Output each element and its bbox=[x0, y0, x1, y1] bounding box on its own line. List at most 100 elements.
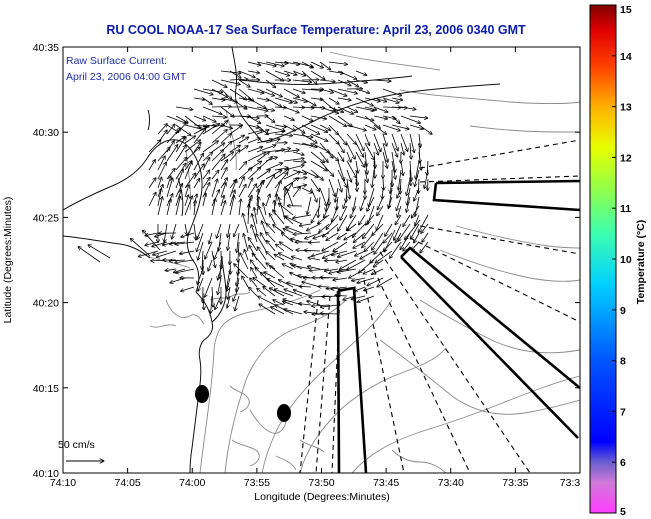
current-vector bbox=[301, 107, 314, 108]
current-vector bbox=[403, 241, 411, 251]
current-vector bbox=[319, 124, 331, 130]
current-vector bbox=[236, 268, 240, 286]
current-vector bbox=[346, 160, 357, 178]
current-vector bbox=[156, 250, 177, 257]
x-tick-label: 73:3 bbox=[560, 477, 581, 489]
current-vector bbox=[415, 196, 420, 216]
current-vector bbox=[293, 290, 312, 297]
current-vector bbox=[310, 169, 323, 180]
current-vector bbox=[310, 133, 328, 141]
current-vector bbox=[278, 280, 294, 288]
current-vector bbox=[344, 232, 357, 240]
current-vector bbox=[247, 106, 268, 111]
plot-area bbox=[63, 47, 580, 473]
current-vector bbox=[237, 232, 240, 253]
current-vector bbox=[257, 247, 267, 261]
current-vector bbox=[184, 115, 201, 128]
current-vector bbox=[175, 145, 186, 162]
current-vector bbox=[335, 187, 339, 202]
current-vector bbox=[166, 115, 186, 123]
current-vector bbox=[205, 241, 213, 259]
current-vector bbox=[373, 259, 384, 267]
current-vector bbox=[301, 133, 317, 143]
current-vector bbox=[373, 124, 387, 134]
current-vector bbox=[328, 70, 344, 74]
current-vector bbox=[310, 160, 327, 171]
buoy-marker bbox=[277, 404, 291, 422]
current-vector bbox=[229, 150, 240, 162]
current-vector bbox=[309, 242, 321, 243]
current-vector bbox=[247, 130, 263, 135]
current-vector bbox=[238, 241, 239, 262]
current-vector bbox=[337, 169, 347, 188]
current-vector bbox=[233, 286, 240, 301]
current-vector bbox=[258, 206, 267, 225]
current-vector bbox=[353, 241, 366, 248]
current-vector bbox=[260, 233, 267, 243]
current-vector bbox=[157, 177, 162, 189]
current-vector bbox=[357, 277, 375, 283]
current-vector bbox=[265, 70, 284, 81]
current-vector bbox=[175, 137, 186, 153]
current-vector bbox=[220, 134, 232, 144]
current-vector bbox=[373, 133, 381, 152]
current-vector bbox=[286, 188, 294, 207]
current-vector bbox=[252, 214, 258, 234]
current-vector bbox=[373, 97, 387, 102]
current-vector bbox=[202, 125, 217, 126]
current-vectors bbox=[78, 62, 432, 314]
current-vector bbox=[265, 194, 270, 207]
current-vector bbox=[175, 241, 195, 244]
colorbar-tick-label: 8 bbox=[620, 356, 626, 368]
current-vector bbox=[258, 296, 276, 306]
current-vector bbox=[238, 161, 247, 171]
current-vector bbox=[230, 259, 231, 274]
current-vector bbox=[236, 277, 240, 292]
current-vector bbox=[391, 124, 409, 129]
current-vector bbox=[153, 250, 168, 255]
current-vector bbox=[311, 250, 330, 256]
current-vector bbox=[267, 279, 285, 288]
current-vector bbox=[265, 175, 275, 189]
current-vector bbox=[400, 115, 421, 123]
current-vector bbox=[414, 232, 420, 243]
current-vector bbox=[324, 205, 330, 218]
current-vector bbox=[218, 277, 222, 295]
current-vector bbox=[410, 160, 411, 181]
colorbar-tick-label: 12 bbox=[620, 152, 632, 164]
current-vector bbox=[360, 250, 375, 259]
current-vector bbox=[193, 178, 200, 189]
current-vector bbox=[220, 106, 234, 117]
current-vector bbox=[319, 142, 333, 158]
current-vector bbox=[422, 232, 429, 242]
current-vector bbox=[181, 286, 195, 291]
current-vector bbox=[226, 268, 231, 289]
current-vector bbox=[175, 106, 193, 110]
current-vector bbox=[362, 223, 375, 239]
current-vector bbox=[299, 286, 312, 287]
current-vector bbox=[265, 139, 280, 144]
current-vector bbox=[388, 196, 393, 209]
current-vector bbox=[372, 169, 374, 188]
current-vector bbox=[363, 286, 375, 291]
current-vector bbox=[253, 278, 267, 288]
current-vector bbox=[313, 232, 330, 239]
current-vector bbox=[172, 223, 177, 239]
scale-label: 50 cm/s bbox=[58, 439, 95, 451]
current-vector bbox=[257, 288, 267, 297]
current-vector bbox=[384, 229, 396, 252]
current-vector bbox=[266, 240, 276, 252]
current-vector bbox=[301, 89, 323, 91]
current-vector bbox=[328, 88, 347, 96]
current-vector bbox=[363, 268, 375, 274]
current-vector bbox=[346, 106, 358, 112]
current-vector bbox=[367, 277, 384, 286]
current-vector bbox=[254, 207, 258, 225]
current-vector bbox=[382, 151, 387, 168]
current-vector bbox=[212, 286, 213, 307]
current-vector bbox=[228, 286, 231, 299]
current-vector bbox=[346, 151, 351, 162]
current-vector bbox=[262, 221, 267, 234]
current-vector bbox=[247, 88, 264, 93]
current-vector bbox=[337, 268, 357, 272]
